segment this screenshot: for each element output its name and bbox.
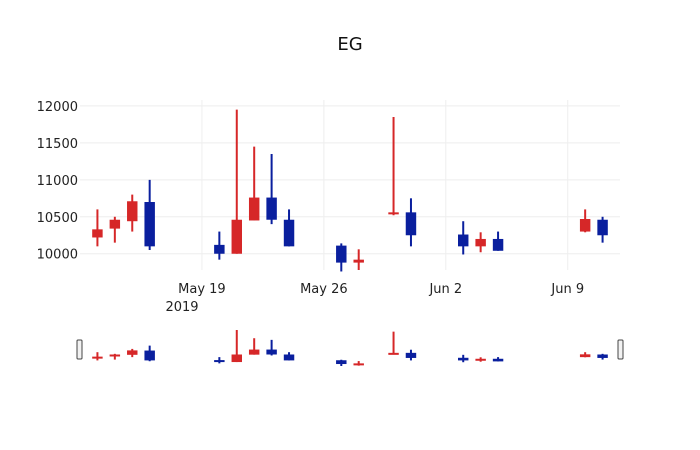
- x-tick-label: May 19: [178, 282, 226, 297]
- candle-body: [214, 244, 225, 254]
- slider-candle-body: [231, 354, 242, 363]
- candle-2019-05-27[interactable]: [336, 243, 347, 272]
- y-axis-ticks: 10000 10500 11000 11500 12000: [37, 100, 78, 263]
- candle-2019-05-30[interactable]: [388, 117, 399, 216]
- candle-body: [492, 238, 504, 251]
- y-tick-label: 11000: [37, 174, 78, 189]
- x-tick-label: Jun 2: [428, 282, 462, 297]
- candle-2019-05-13[interactable]: [92, 209, 103, 247]
- slider-candle-body: [475, 358, 486, 361]
- slider-candle-body: [214, 360, 225, 363]
- candle-body: [231, 219, 242, 254]
- slider-candle-body: [353, 363, 364, 366]
- slider-candle-2019-06-05: [492, 357, 504, 362]
- slider-candle-body: [144, 350, 155, 361]
- slider-candle-body: [127, 350, 138, 355]
- y-tick-label: 11500: [37, 137, 78, 152]
- slider-candle-2019-05-13: [92, 352, 103, 361]
- candle-2019-05-16[interactable]: [144, 179, 155, 251]
- slider-candle-body: [458, 357, 469, 361]
- candle-body: [597, 219, 608, 236]
- candle-2019-05-15[interactable]: [127, 194, 138, 232]
- grid-lines: [80, 100, 620, 270]
- slider-candle-body: [109, 354, 121, 357]
- y-tick-label: 10500: [37, 211, 78, 226]
- slider-candle-body: [336, 360, 347, 365]
- candle-body: [388, 212, 399, 215]
- candle-body: [353, 259, 364, 263]
- candle-body: [283, 219, 295, 247]
- slider-candle-2019-05-22: [248, 338, 260, 355]
- range-slider-candles: [92, 330, 608, 366]
- slider-candle-2019-05-30: [388, 331, 399, 355]
- slider-candle-body: [266, 349, 277, 355]
- slider-candle-2019-06-04: [475, 357, 486, 362]
- slider-candle-2019-05-21: [231, 330, 242, 363]
- slider-candle-body: [92, 356, 103, 359]
- slider-candle-body: [579, 354, 591, 358]
- slider-candle-2019-05-23: [266, 339, 277, 356]
- candle-body: [266, 197, 277, 220]
- range-slider[interactable]: [76, 330, 624, 366]
- candle-2019-05-23[interactable]: [266, 153, 277, 225]
- candle-2019-05-14[interactable]: [109, 216, 121, 243]
- chart-title: EG: [337, 34, 362, 55]
- candle-2019-06-04[interactable]: [475, 232, 486, 253]
- y-tick-label: 12000: [37, 100, 78, 115]
- candle-2019-06-03[interactable]: [458, 221, 469, 255]
- candle-body: [336, 245, 347, 263]
- candle-body: [248, 197, 260, 221]
- candle-2019-05-31[interactable]: [405, 198, 417, 247]
- candle-body: [475, 238, 486, 247]
- candle-2019-05-21[interactable]: [231, 109, 242, 254]
- candle-body: [92, 229, 103, 238]
- slider-candle-body: [248, 349, 260, 355]
- slider-candle-body: [283, 354, 295, 361]
- range-slider-right-handle[interactable]: [617, 339, 624, 360]
- candle-2019-05-28[interactable]: [353, 249, 364, 270]
- candle-2019-05-22[interactable]: [248, 146, 260, 221]
- slider-candle-2019-06-11: [597, 353, 608, 360]
- slider-candle-2019-05-27: [336, 359, 347, 366]
- slider-candle-2019-06-10: [579, 352, 591, 358]
- slider-candle-2019-06-03: [458, 354, 469, 363]
- candle-body: [405, 212, 417, 236]
- slider-candle-2019-05-24: [283, 352, 295, 361]
- candle-body: [579, 219, 591, 232]
- x-axis-year-label: 2019: [165, 300, 198, 315]
- slider-candle-body: [492, 358, 504, 362]
- slider-candle-2019-05-20: [214, 357, 225, 364]
- slider-candle-body: [405, 352, 417, 358]
- x-tick-label: Jun 9: [550, 282, 584, 297]
- candles-main[interactable]: [92, 109, 608, 272]
- candle-body: [458, 234, 469, 247]
- slider-candle-body: [388, 352, 399, 355]
- slider-candle-2019-05-28: [353, 361, 364, 366]
- y-tick-label: 10000: [37, 248, 78, 263]
- x-axis-ticks: May 19 May 26 Jun 2 Jun 9: [178, 282, 584, 297]
- candle-body: [109, 219, 121, 229]
- slider-candle-2019-05-15: [127, 348, 138, 358]
- candle-2019-06-05[interactable]: [492, 231, 504, 251]
- candle-2019-06-11[interactable]: [597, 216, 608, 243]
- candle-2019-05-20[interactable]: [214, 231, 225, 260]
- candle-body: [127, 201, 138, 222]
- candle-2019-06-10[interactable]: [579, 209, 591, 233]
- slider-candle-2019-05-31: [405, 349, 417, 361]
- range-slider-left-handle[interactable]: [76, 339, 83, 360]
- slider-candle-body: [597, 354, 608, 358]
- x-tick-label: May 26: [300, 282, 348, 297]
- slider-candle-2019-05-16: [144, 345, 155, 362]
- candle-2019-05-24[interactable]: [283, 209, 295, 247]
- slider-candle-2019-05-14: [109, 353, 121, 360]
- candle-body: [144, 202, 155, 247]
